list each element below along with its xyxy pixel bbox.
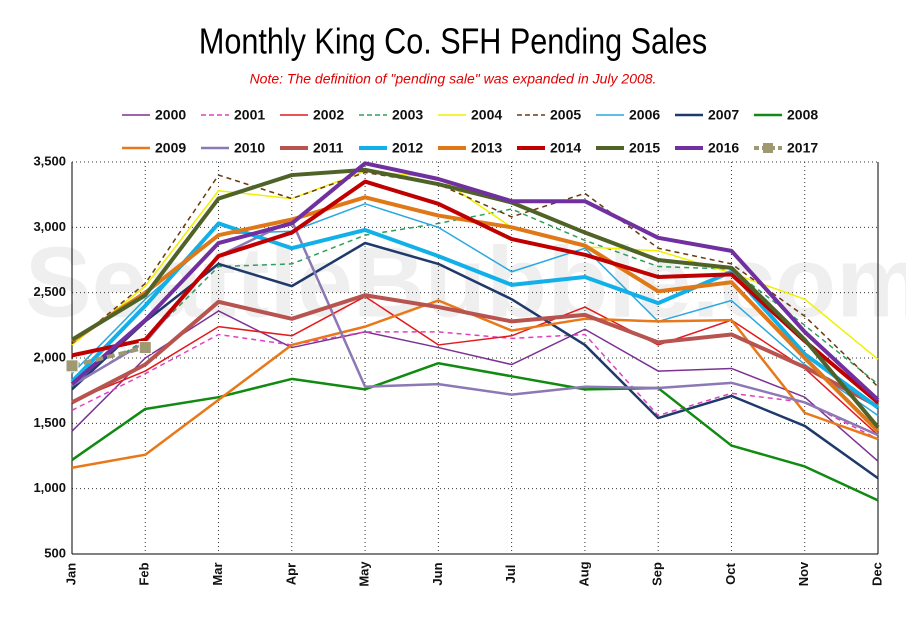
series-line <box>71 295 879 436</box>
x-tick-label: Feb <box>137 562 152 585</box>
y-tick-label: 2,000 <box>33 349 66 364</box>
legend-label: 2015 <box>629 140 660 156</box>
legend-label: 2001 <box>234 107 265 123</box>
legend-label: 2010 <box>234 140 265 156</box>
series-line <box>71 331 879 440</box>
y-tick-label: 3,000 <box>33 219 66 234</box>
series-line <box>71 208 879 388</box>
series-line <box>71 361 879 502</box>
series-line <box>71 241 879 480</box>
legend-label: 2006 <box>629 107 660 123</box>
x-tick-label: Nov <box>796 561 811 586</box>
chart-subtitle: Note: The definition of "pending sale" w… <box>250 71 657 87</box>
y-tick-label: 1,000 <box>33 480 66 495</box>
legend-label: 2004 <box>471 107 502 123</box>
series-marker <box>65 359 79 373</box>
y-tick-label: 500 <box>44 545 66 560</box>
legend-label: 2005 <box>550 107 581 123</box>
legend-label: 2014 <box>550 140 581 156</box>
series-line <box>71 310 879 462</box>
x-tick-label: Jul <box>503 565 518 584</box>
x-tick-label: Dec <box>869 562 884 586</box>
series-line <box>70 167 880 429</box>
legend-label: 2003 <box>392 107 423 123</box>
legend-label: 2008 <box>787 107 818 123</box>
x-tick-label: Jan <box>63 563 78 585</box>
legend-marker <box>763 143 773 153</box>
series-line <box>71 345 146 368</box>
x-tick-label: May <box>357 561 372 587</box>
legend-label: 2016 <box>708 140 739 156</box>
series-line <box>71 293 879 409</box>
y-tick-label: 2,500 <box>33 284 66 299</box>
legend-label: 2011 <box>313 140 344 156</box>
legend-label: 2012 <box>392 140 423 156</box>
x-tick-label: Mar <box>210 562 225 585</box>
legend-label: 2002 <box>313 107 344 123</box>
series-line <box>70 161 880 402</box>
y-tick-label: 1,500 <box>33 415 66 430</box>
series-line <box>71 179 880 404</box>
x-tick-label: Apr <box>283 563 298 585</box>
series-line <box>71 171 879 388</box>
legend-label: 2000 <box>155 107 186 123</box>
x-tick-label: Sep <box>650 562 665 586</box>
chart-title: Monthly King Co. SFH Pending Sales <box>199 22 707 62</box>
x-tick-label: Aug <box>576 561 591 586</box>
legend-label: 2017 <box>787 140 818 156</box>
x-tick-label: Jun <box>430 562 445 585</box>
series-marker <box>138 341 152 355</box>
legend-label: 2007 <box>708 107 739 123</box>
y-tick-label: 3,500 <box>33 153 66 168</box>
legend-label: 2009 <box>155 140 186 156</box>
x-tick-label: Oct <box>723 562 738 584</box>
legend-label: 2013 <box>471 140 502 156</box>
